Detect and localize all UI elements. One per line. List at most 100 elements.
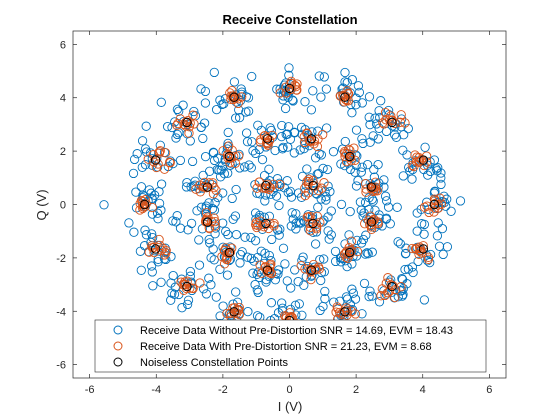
data-point — [248, 268, 258, 278]
data-point — [264, 136, 275, 146]
data-point — [398, 283, 408, 294]
data-point — [161, 248, 171, 258]
data-point — [318, 301, 328, 312]
data-point — [381, 278, 391, 288]
data-point — [155, 146, 165, 156]
data-point — [206, 280, 216, 290]
data-point — [413, 256, 423, 267]
data-point — [135, 246, 146, 256]
y-tick-label: 6 — [60, 39, 66, 51]
data-point — [250, 148, 261, 159]
data-point — [219, 245, 230, 256]
data-point — [455, 196, 466, 206]
constellation-point — [224, 151, 235, 162]
data-point — [156, 97, 166, 107]
data-point — [351, 181, 362, 191]
data-point — [260, 196, 270, 206]
constellation-point — [150, 244, 161, 254]
data-point — [380, 290, 390, 301]
data-point — [164, 157, 175, 167]
data-point — [247, 71, 257, 82]
data-point — [373, 134, 383, 144]
data-point — [435, 193, 445, 203]
data-point — [328, 147, 339, 157]
data-point — [308, 185, 319, 196]
data-point — [162, 121, 173, 132]
data-point — [185, 266, 196, 277]
data-point — [124, 218, 134, 228]
data-point — [350, 294, 361, 304]
data-point — [215, 264, 225, 274]
data-point — [310, 264, 321, 275]
data-point — [320, 186, 330, 197]
data-point — [265, 262, 275, 272]
data-point — [285, 308, 295, 318]
data-point — [131, 187, 141, 197]
data-point — [168, 270, 178, 281]
data-point — [282, 129, 293, 139]
data-point — [419, 295, 430, 305]
data-point — [340, 67, 350, 78]
data-point — [231, 229, 242, 240]
data-point — [148, 281, 158, 291]
data-point — [442, 242, 453, 252]
data-point — [194, 235, 204, 245]
data-point — [423, 254, 434, 264]
data-point — [188, 283, 198, 294]
data-point — [296, 261, 306, 271]
data-point — [215, 95, 225, 105]
data-point — [352, 151, 362, 161]
data-point — [422, 256, 433, 266]
y-tick-label: 4 — [60, 93, 66, 105]
x-tick-label: 4 — [420, 384, 426, 396]
data-point — [356, 205, 366, 215]
constellation-point — [261, 180, 271, 191]
constellation-point — [366, 182, 377, 192]
data-point — [442, 194, 452, 204]
constellation-point — [229, 92, 239, 102]
data-point — [266, 298, 277, 308]
data-point — [358, 234, 369, 245]
data-point — [383, 105, 394, 116]
data-point — [364, 215, 374, 225]
data-point — [361, 187, 371, 197]
data-point — [204, 234, 214, 245]
data-point — [362, 159, 373, 170]
y-axis-label: Q (V) — [34, 189, 49, 220]
data-point — [300, 97, 310, 107]
data-point — [128, 168, 139, 179]
data-point — [141, 230, 152, 240]
data-point — [153, 254, 163, 264]
x-tick-label: 2 — [353, 384, 359, 396]
data-point — [307, 127, 317, 137]
data-point — [222, 254, 232, 264]
data-point — [153, 257, 163, 267]
x-tick-label: -2 — [218, 384, 228, 396]
data-point — [276, 131, 287, 142]
data-point — [232, 304, 242, 315]
data-point — [176, 277, 186, 287]
data-point — [296, 122, 307, 133]
data-point — [137, 136, 148, 146]
data-point — [371, 119, 382, 129]
data-point — [210, 198, 220, 208]
data-point — [352, 235, 362, 246]
data-point — [253, 120, 263, 130]
data-point — [198, 170, 208, 181]
data-point — [345, 206, 355, 217]
data-point — [420, 142, 430, 152]
data-point — [286, 84, 296, 95]
data-point — [396, 282, 406, 292]
data-point — [218, 146, 228, 156]
constellation-point — [261, 218, 271, 229]
data-point — [290, 265, 300, 275]
constellation-point — [139, 199, 150, 210]
data-point — [291, 224, 301, 234]
data-point — [250, 279, 260, 290]
data-point — [369, 172, 380, 182]
data-point — [363, 249, 373, 259]
data-point — [208, 189, 219, 199]
data-point — [335, 296, 345, 306]
data-point — [292, 79, 302, 89]
data-point — [336, 199, 347, 210]
